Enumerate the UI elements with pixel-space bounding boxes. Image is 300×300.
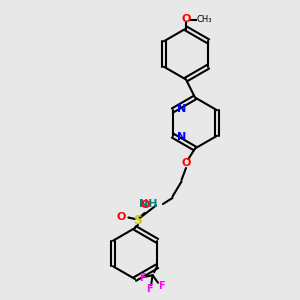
Text: F: F [139,273,146,283]
Text: O: O [117,212,126,223]
Text: S: S [134,214,142,227]
Text: F: F [146,284,153,294]
Text: N: N [176,132,186,142]
Text: N: N [176,104,186,114]
Text: O: O [141,200,150,210]
Text: O: O [181,158,191,169]
Text: CH₃: CH₃ [196,15,212,24]
Text: F: F [158,281,164,291]
Text: O: O [181,14,191,25]
Text: NH: NH [139,199,158,209]
